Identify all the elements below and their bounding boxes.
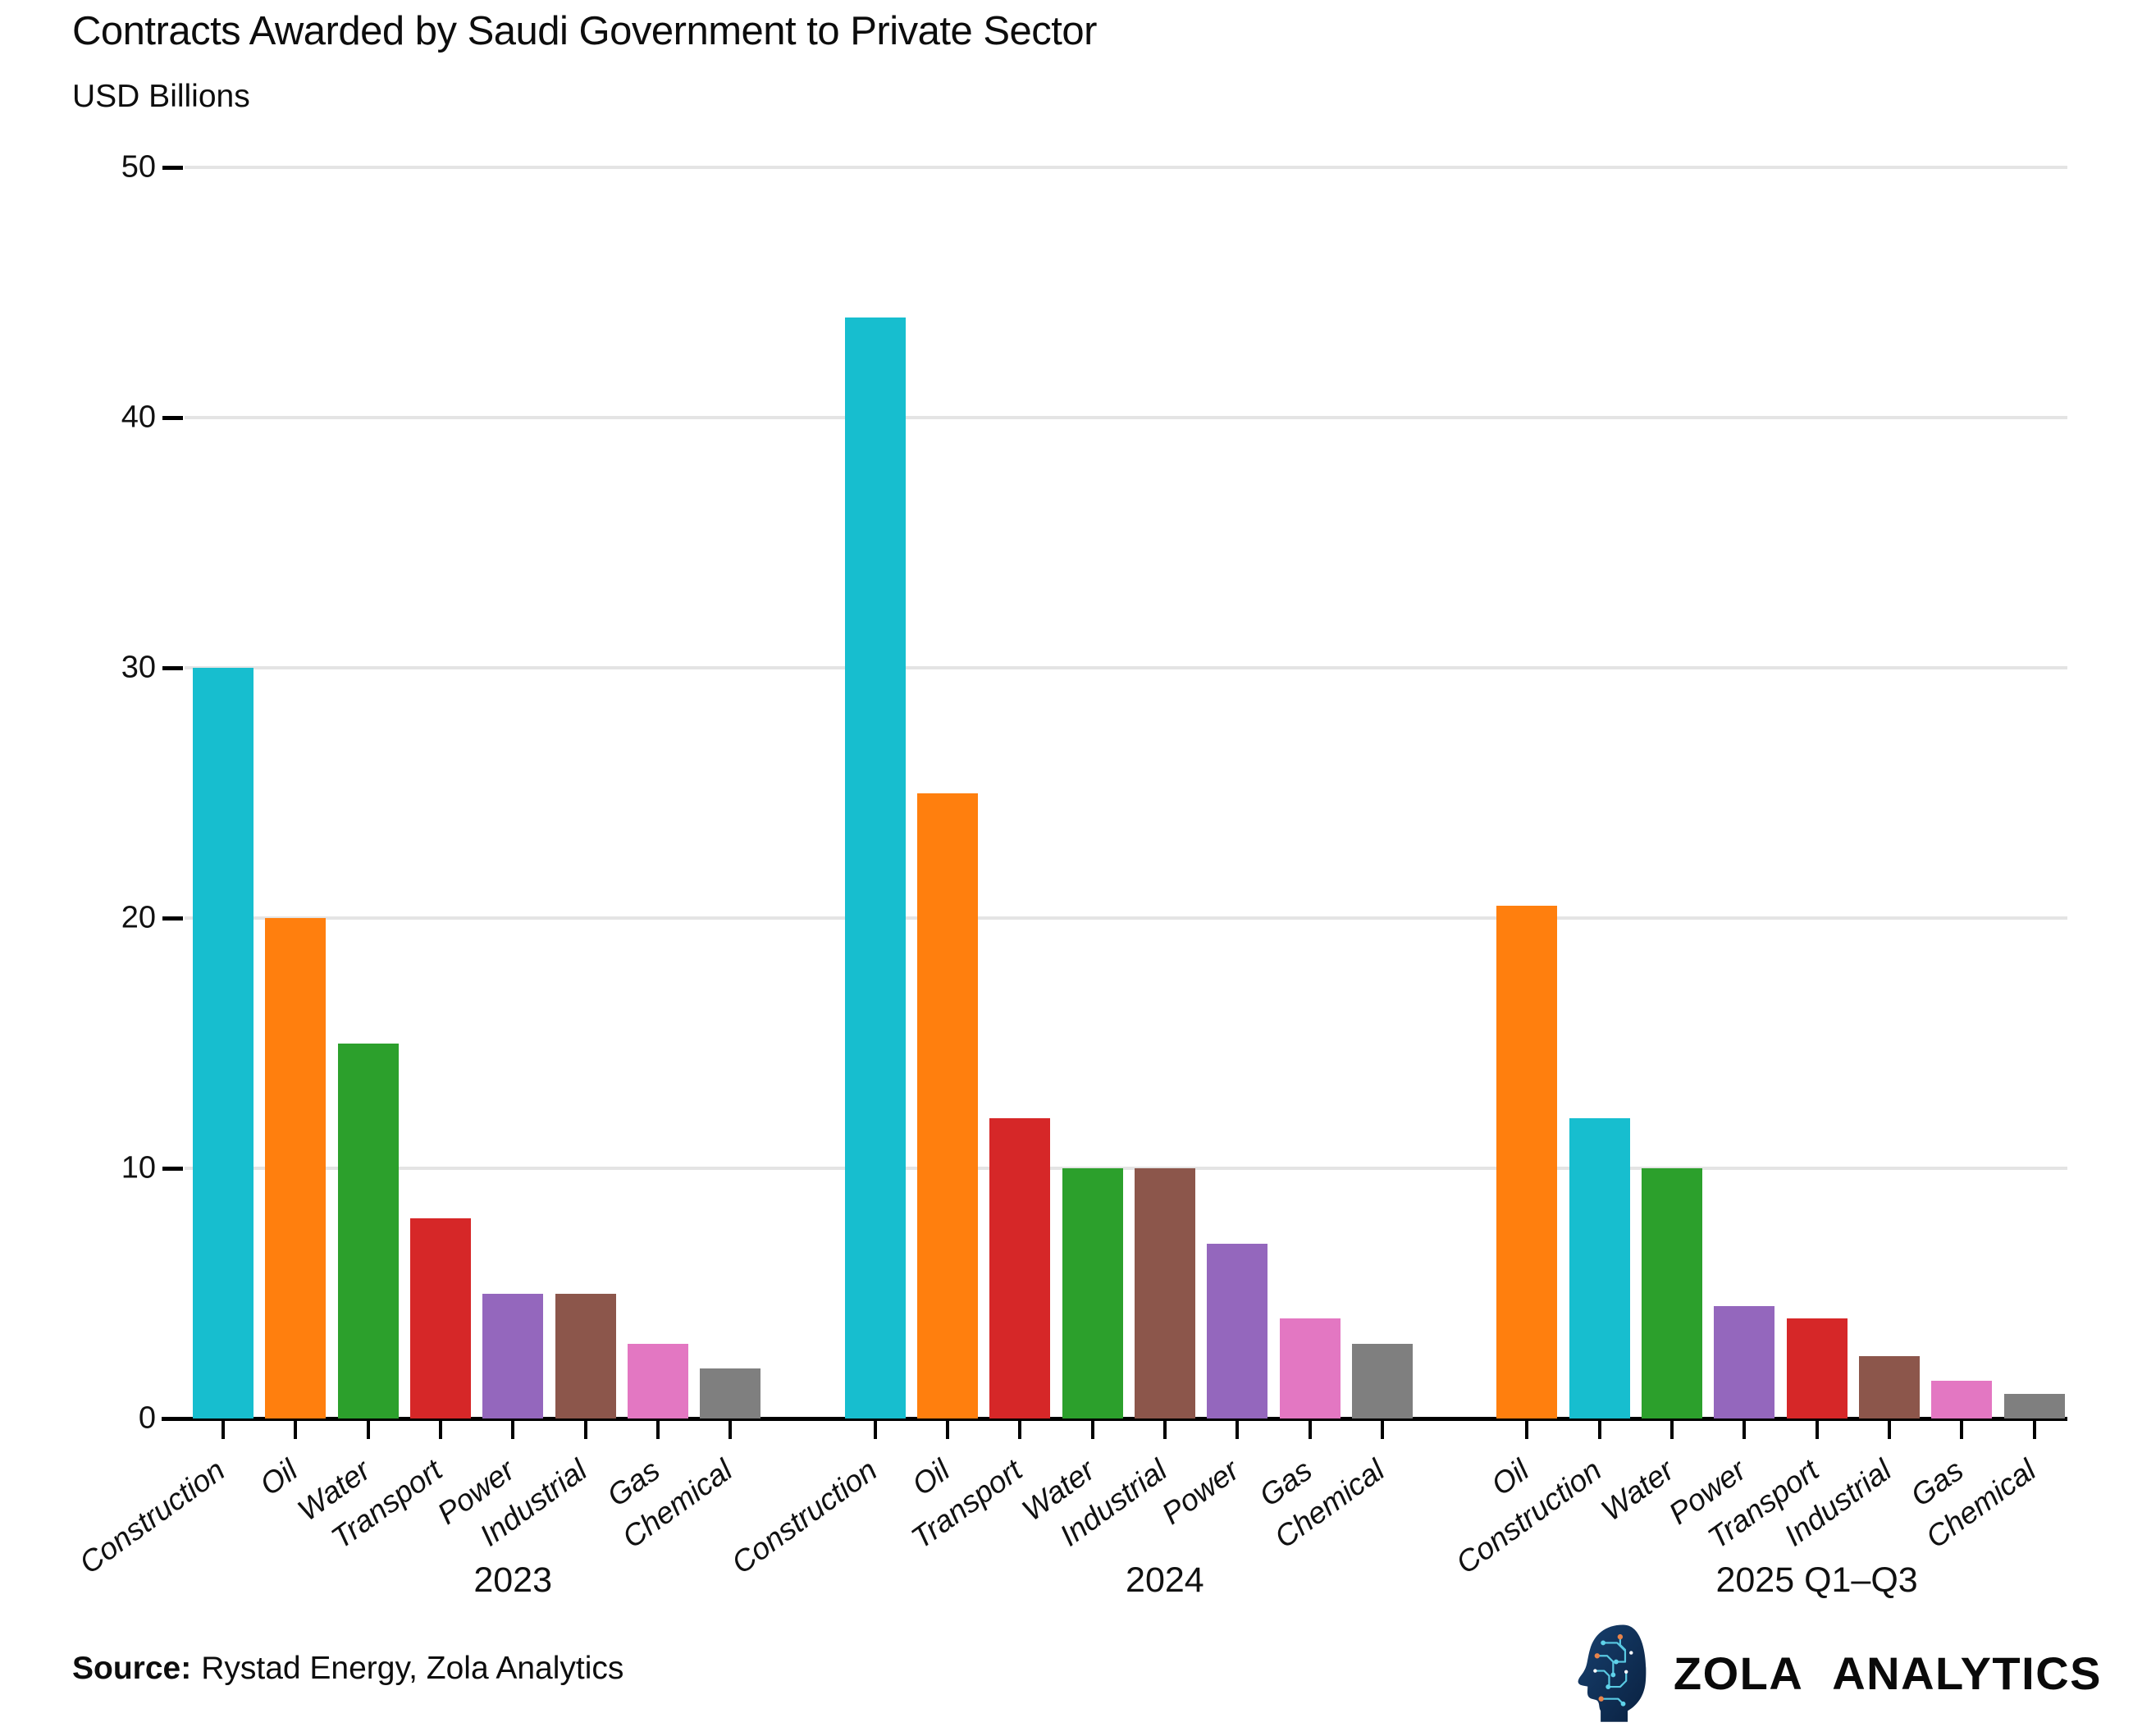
- bar-2025-construction: [1569, 1118, 1630, 1418]
- bar-2024-industrial: [1134, 1168, 1195, 1418]
- x-tick: [583, 1421, 587, 1439]
- y-tick-label-10: 10: [121, 1150, 156, 1186]
- category-label-text: Oil: [253, 1453, 304, 1502]
- bar-2025-transport: [1786, 1318, 1848, 1418]
- bar-2025-power: [1714, 1305, 1775, 1418]
- brand-logo: ZOLA ANALYTICS: [1575, 1623, 2102, 1723]
- x-axis-line: [162, 1417, 2067, 1421]
- x-tick: [1670, 1421, 1674, 1439]
- category-label-text: Construction: [725, 1453, 884, 1581]
- bar-2024-chemical: [1351, 1343, 1413, 1418]
- x-tick: [222, 1421, 225, 1439]
- x-tick: [2032, 1421, 2036, 1439]
- source-label: Source:: [72, 1651, 192, 1686]
- x-tick: [655, 1421, 660, 1439]
- y-tick-20: [162, 916, 183, 921]
- x-tick: [729, 1421, 733, 1439]
- source-note: Source: Rystad Energy, Zola Analytics: [72, 1651, 623, 1687]
- bar-2024-water: [1062, 1168, 1123, 1418]
- x-tick: [366, 1421, 370, 1439]
- y-gridline-40: [185, 416, 2067, 419]
- bar-2023-power: [482, 1293, 544, 1418]
- x-tick: [1018, 1421, 1022, 1439]
- y-tick-label-30: 30: [121, 650, 156, 685]
- bar-2023-transport: [409, 1218, 471, 1418]
- bar-2024-transport: [989, 1118, 1051, 1418]
- x-tick: [1162, 1421, 1167, 1439]
- y-tick-label-0: 0: [138, 1400, 156, 1436]
- bar-2025-chemical: [2003, 1393, 2065, 1418]
- bar-2023-construction: [193, 668, 253, 1418]
- group-label-2023: 2023: [473, 1560, 553, 1600]
- bar-2023-water: [337, 1043, 399, 1418]
- x-tick: [1525, 1421, 1529, 1439]
- x-tick: [946, 1421, 949, 1439]
- y-tick-10: [162, 1166, 183, 1171]
- x-tick: [1960, 1421, 1964, 1439]
- x-tick: [1308, 1421, 1312, 1439]
- bar-2024-power: [1207, 1243, 1268, 1418]
- y-tick-label-50: 50: [121, 149, 156, 185]
- category-label-text: Construction: [73, 1453, 231, 1581]
- bar-2025-industrial: [1858, 1355, 1920, 1418]
- chart-subtitle: USD Billions: [72, 79, 250, 114]
- x-tick: [1815, 1421, 1819, 1439]
- category-label-text: Water: [1595, 1453, 1680, 1528]
- circuit-head-icon: [1578, 1624, 1647, 1722]
- x-tick: [511, 1421, 515, 1439]
- group-label-2024: 2024: [1126, 1560, 1204, 1600]
- y-tick-label-40: 40: [121, 400, 156, 435]
- brand-name: ZOLA ANALYTICS: [1673, 1647, 2102, 1699]
- y-tick-label-20: 20: [121, 900, 156, 935]
- bar-2025-oil: [1496, 905, 1558, 1418]
- bar-2024-oil: [917, 793, 978, 1418]
- x-tick: [438, 1421, 442, 1439]
- bar-2024-gas: [1279, 1318, 1341, 1418]
- bar-2023-chemical: [700, 1368, 761, 1418]
- x-tick: [1742, 1421, 1747, 1439]
- x-tick: [873, 1421, 877, 1439]
- x-tick: [294, 1421, 298, 1439]
- bar-2025-gas: [1931, 1381, 1993, 1418]
- x-tick: [1380, 1421, 1384, 1439]
- bar-2023-industrial: [555, 1293, 616, 1418]
- source-text: Rystad Energy, Zola Analytics: [201, 1651, 624, 1686]
- y-gridline-10: [185, 1167, 2067, 1170]
- chart-title: Contracts Awarded by Saudi Government to…: [72, 9, 1097, 53]
- y-gridline-50: [185, 166, 2067, 169]
- bar-2025-water: [1642, 1168, 1702, 1418]
- y-tick-30: [162, 665, 183, 670]
- y-gridline-30: [185, 666, 2067, 669]
- bar-2023-gas: [627, 1343, 688, 1418]
- bar-2023-oil: [265, 918, 327, 1418]
- y-gridline-20: [185, 916, 2067, 920]
- x-tick: [1090, 1421, 1094, 1439]
- x-tick: [1235, 1421, 1240, 1439]
- category-label-text: Power: [1155, 1453, 1245, 1531]
- group-label-2025: 2025 Q1–Q3: [1715, 1560, 1918, 1600]
- x-tick: [1597, 1421, 1601, 1439]
- y-tick-50: [162, 165, 183, 170]
- x-tick: [1887, 1421, 1891, 1439]
- bar-2024-construction: [844, 318, 906, 1418]
- y-tick-40: [162, 415, 183, 420]
